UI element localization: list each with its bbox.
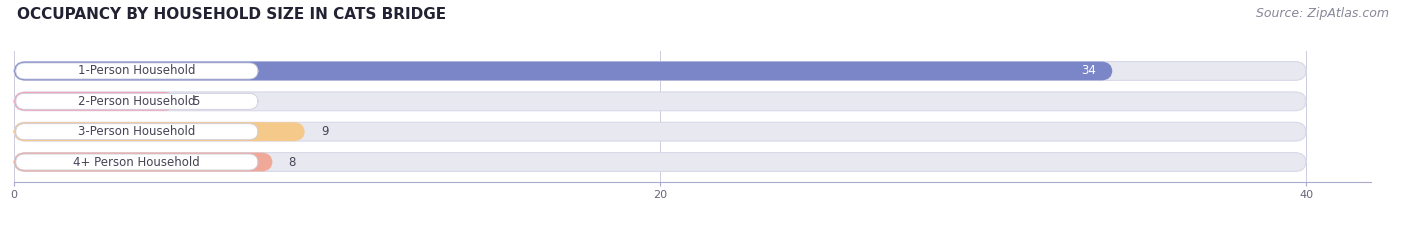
Text: 3-Person Household: 3-Person Household xyxy=(79,125,195,138)
FancyBboxPatch shape xyxy=(15,93,257,109)
Text: 1-Person Household: 1-Person Household xyxy=(79,65,195,78)
FancyBboxPatch shape xyxy=(15,154,257,170)
Text: Source: ZipAtlas.com: Source: ZipAtlas.com xyxy=(1256,7,1389,20)
Text: 9: 9 xyxy=(321,125,329,138)
FancyBboxPatch shape xyxy=(14,122,305,141)
Text: 34: 34 xyxy=(1081,65,1097,78)
FancyBboxPatch shape xyxy=(14,92,176,111)
FancyBboxPatch shape xyxy=(14,92,1306,111)
Text: OCCUPANCY BY HOUSEHOLD SIZE IN CATS BRIDGE: OCCUPANCY BY HOUSEHOLD SIZE IN CATS BRID… xyxy=(17,7,446,22)
FancyBboxPatch shape xyxy=(14,62,1112,80)
FancyBboxPatch shape xyxy=(14,122,1306,141)
FancyBboxPatch shape xyxy=(15,63,257,79)
Text: 2-Person Household: 2-Person Household xyxy=(79,95,195,108)
Text: 5: 5 xyxy=(191,95,200,108)
FancyBboxPatch shape xyxy=(14,62,1306,80)
FancyBboxPatch shape xyxy=(15,124,257,140)
Text: 4+ Person Household: 4+ Person Household xyxy=(73,155,200,168)
Text: 8: 8 xyxy=(288,155,297,168)
FancyBboxPatch shape xyxy=(14,153,273,171)
FancyBboxPatch shape xyxy=(14,153,1306,171)
